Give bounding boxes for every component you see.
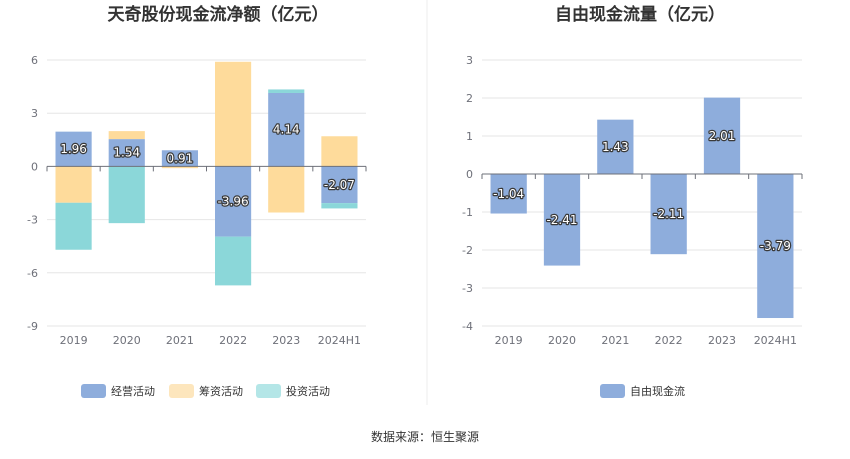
legend-label: 筹资活动 — [199, 384, 243, 398]
data-label: -2.41 — [546, 213, 577, 227]
legend-label: 经营活动 — [111, 384, 155, 398]
y-tick-label: 3 — [466, 54, 473, 67]
x-tick-label: 2023 — [272, 334, 300, 347]
data-label: 2.01 — [709, 129, 736, 143]
legend-swatch — [600, 384, 625, 398]
bar-2-2024H1 — [321, 203, 358, 209]
bar-2-2022 — [215, 236, 252, 286]
x-tick-label: 2020 — [548, 334, 576, 347]
bar-0-2019 — [490, 174, 527, 214]
x-tick-label: 2022 — [655, 334, 683, 347]
x-tick-label: 2023 — [708, 334, 736, 347]
bar-1-2024H1 — [321, 136, 358, 167]
y-tick-label: 2 — [466, 92, 473, 105]
data-label: 4.14 — [273, 123, 300, 137]
y-tick-label: -1 — [462, 206, 473, 219]
bar-2-2023 — [268, 89, 305, 93]
data-label: 0.91 — [167, 151, 194, 165]
chart-title: 天奇股份现金流净额（亿元） — [108, 4, 329, 25]
legend-label: 投资活动 — [286, 384, 330, 398]
y-tick-label: 0 — [31, 160, 38, 173]
y-tick-label: -3 — [462, 282, 473, 295]
y-tick-label: 0 — [466, 168, 473, 181]
y-tick-label: -4 — [462, 320, 473, 333]
data-source: 数据来源：恒生聚源 — [371, 429, 479, 444]
bar-0-2023 — [703, 97, 741, 174]
y-tick-label: 1 — [466, 130, 473, 143]
bar-2-2019 — [55, 202, 92, 250]
bar-0-2022 — [215, 166, 252, 237]
chart-panel-1: 天奇股份现金流净额（亿元） -9 -6 -3 0 3 6 2019 2020 2021 2022 20… — [27, 4, 367, 398]
legend-swatch — [81, 384, 106, 398]
data-label: -3.79 — [760, 239, 791, 253]
y-tick-label: -3 — [27, 214, 38, 227]
bar-0-2024H1 — [321, 166, 358, 204]
bar-0-2020 — [108, 139, 145, 167]
data-label: 1.96 — [60, 142, 87, 156]
y-tick-label: -2 — [462, 244, 473, 257]
x-tick-label: 2024H1 — [318, 334, 361, 347]
x-tick-label: 2021 — [601, 334, 629, 347]
x-tick-label: 2021 — [166, 334, 194, 347]
bar-1-2021 — [161, 166, 198, 169]
y-tick-label: -9 — [27, 320, 38, 333]
data-label: -2.11 — [653, 207, 684, 221]
x-tick-label: 2020 — [113, 334, 141, 347]
data-label: -1.04 — [493, 187, 524, 201]
bar-1-2020 — [108, 131, 145, 140]
bar-1-2023 — [268, 166, 305, 213]
data-label: 1.43 — [602, 140, 629, 154]
bar-1-2022 — [215, 61, 252, 167]
bar-0-2021 — [597, 119, 634, 174]
x-tick-label: 2019 — [495, 334, 523, 347]
legend-swatch — [169, 384, 194, 398]
bar-0-2020 — [543, 174, 581, 266]
chart-title: 自由现金流量（亿元） — [555, 4, 725, 25]
y-tick-label: -6 — [27, 267, 38, 280]
bar-0-2024H1 — [757, 174, 794, 319]
legend-label: 自由现金流 — [630, 384, 685, 398]
x-tick-label: 2019 — [60, 334, 88, 347]
bar-0-2019 — [55, 131, 92, 167]
x-tick-label: 2024H1 — [754, 334, 797, 347]
bar-1-2019 — [55, 166, 92, 203]
legend-swatch — [256, 384, 281, 398]
data-label: 1.54 — [113, 146, 140, 160]
x-tick-label: 2022 — [219, 334, 247, 347]
data-label: -2.07 — [324, 178, 355, 192]
data-label: -3.96 — [218, 195, 249, 209]
bar-0-2023 — [268, 92, 305, 167]
bar-0-2022 — [650, 174, 687, 255]
bar-2-2020 — [108, 166, 145, 224]
bar-0-2021 — [161, 150, 198, 167]
y-tick-label: 3 — [31, 107, 38, 120]
y-tick-label: 6 — [31, 54, 38, 67]
chart-panel-2: 自由现金流量（亿元） -4 -3 -2 -1 0 1 2 3 2019 2020 2021 2022 20… — [462, 4, 803, 398]
